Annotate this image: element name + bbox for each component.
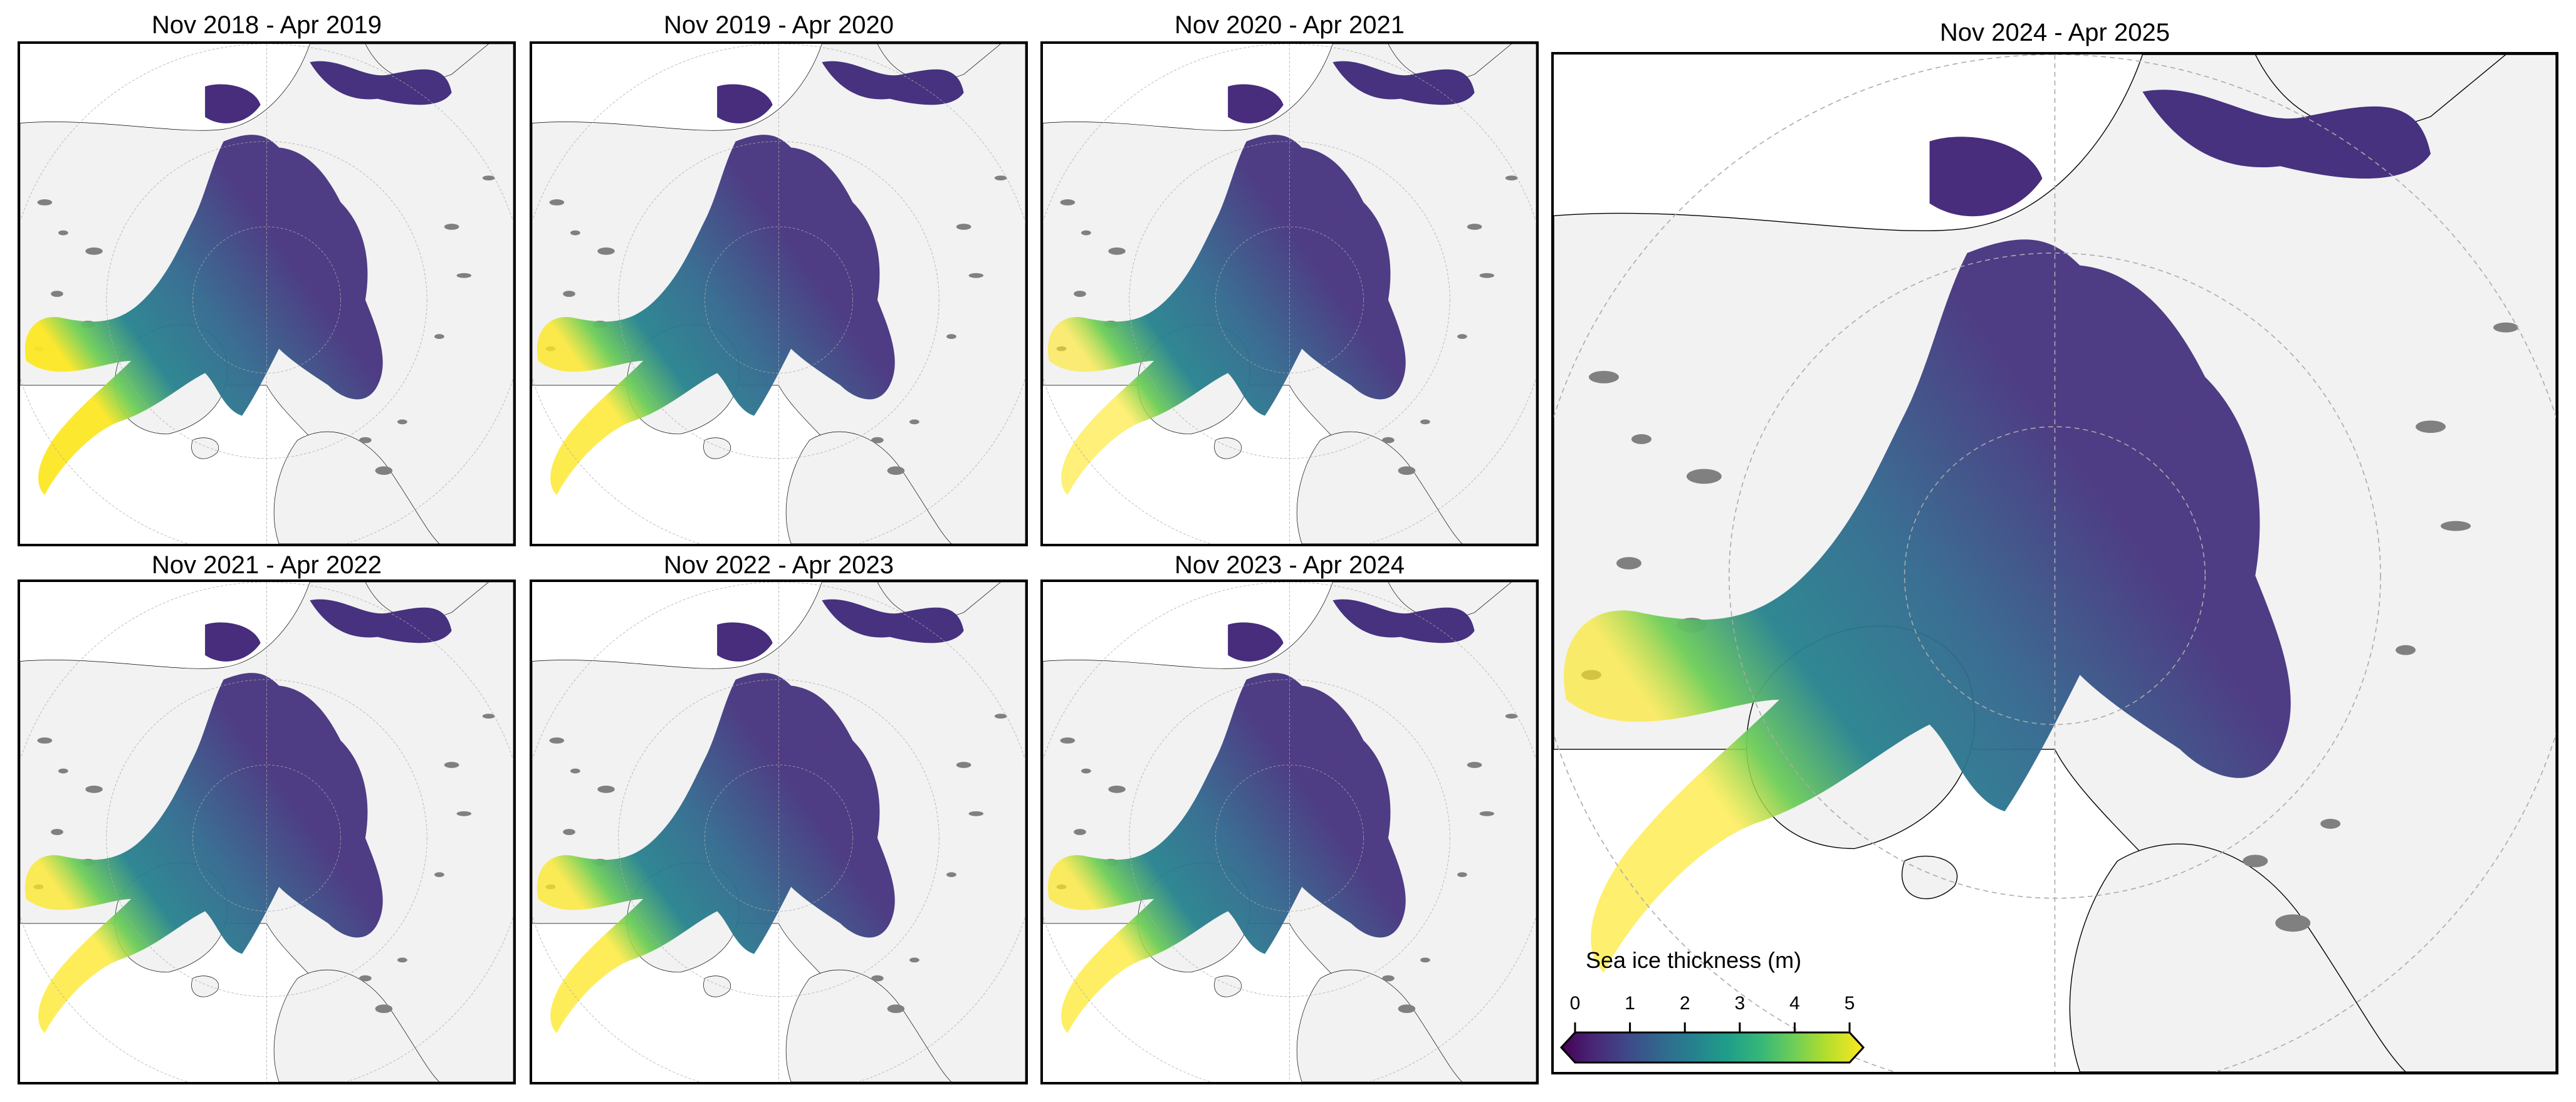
map-panel-2018-2019	[18, 41, 516, 546]
colorbar-tick-label: 1	[1625, 993, 1635, 1014]
colorbar-tick-label: 4	[1789, 993, 1800, 1014]
colorbar: 0 1 2 3 4 5	[1559, 984, 1867, 1068]
map-panel-2022-2023	[530, 580, 1028, 1084]
colorbar-tick-label: 2	[1679, 993, 1690, 1014]
colorbar-tick-label: 3	[1734, 993, 1746, 1014]
panel-title-2021-2022: Nov 2021 - Apr 2022	[152, 551, 382, 579]
colorbar-tick-label: 5	[1844, 993, 1855, 1014]
map-panel-2024-2025	[1551, 52, 2558, 1074]
arctic-map	[20, 582, 513, 1082]
arctic-map	[1554, 55, 2556, 1072]
panel-title-2019-2020: Nov 2019 - Apr 2020	[664, 11, 894, 39]
arctic-map	[532, 44, 1025, 544]
map-panel-2023-2024	[1040, 580, 1539, 1084]
panel-title-2020-2021: Nov 2020 - Apr 2021	[1175, 11, 1405, 39]
arctic-map	[532, 582, 1025, 1082]
panel-title-2022-2023: Nov 2022 - Apr 2023	[664, 551, 894, 579]
panel-title-2024-2025: Nov 2024 - Apr 2025	[1940, 19, 2170, 46]
panel-title-2023-2024: Nov 2023 - Apr 2024	[1175, 551, 1405, 579]
colorbar-gradient	[1559, 1022, 1865, 1064]
colorbar-label: Sea ice thickness (m)	[1586, 947, 1802, 973]
map-panel-2020-2021	[1040, 41, 1539, 546]
map-panel-2019-2020	[530, 41, 1028, 546]
arctic-map	[1043, 44, 1536, 544]
panel-title-2018-2019: Nov 2018 - Apr 2019	[152, 11, 382, 39]
colorbar-tick-label: 0	[1569, 993, 1581, 1014]
arctic-map	[1043, 582, 1536, 1082]
map-panel-2021-2022	[18, 580, 516, 1084]
arctic-map	[20, 44, 513, 544]
